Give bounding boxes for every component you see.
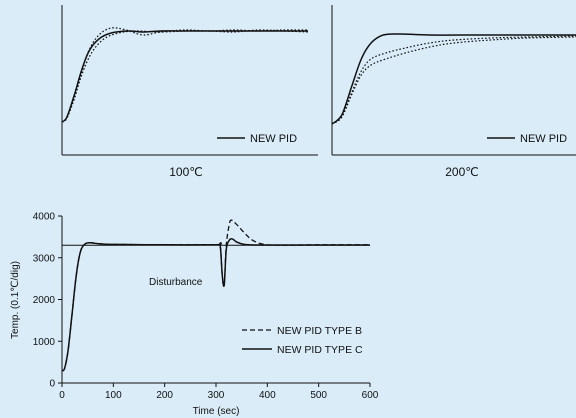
y-tick-label-2000: 2000 — [33, 295, 56, 306]
legend-type-c-label: NEW PID TYPE C — [277, 344, 363, 356]
x-tick-label-300: 300 — [208, 390, 225, 401]
panel-100c-series-2-line — [61, 27, 309, 123]
panel-100c: NEW PID 100℃ — [61, 5, 318, 179]
x-tick-label-0: 0 — [59, 390, 65, 401]
panel-disturbance-ticks: 0 100 200 300 400 500 600 0 1000 2000 3000 4000 — [33, 212, 379, 402]
panel-200c-plot — [331, 33, 576, 125]
panel-100c-series-1-line — [61, 30, 308, 123]
series-type-c-line — [61, 238, 370, 372]
panel-100c-plot — [61, 27, 309, 123]
panel-disturbance-ylabel: Temp. (0.1℃/dig) — [10, 261, 21, 339]
panel-100c-series-3-line — [61, 29, 309, 123]
panel-100c-caption: 100℃ — [169, 165, 203, 179]
y-tick-label-4000: 4000 — [33, 212, 56, 223]
panel-200c-series-1-line — [331, 33, 576, 125]
panel-200c-series-3-line — [331, 36, 576, 125]
x-tick-label-200: 200 — [156, 390, 173, 401]
annotation-disturbance: Disturbance — [149, 277, 203, 288]
y-tick-label-0: 0 — [49, 379, 55, 390]
panel-200c-caption: 200℃ — [445, 165, 479, 179]
panel-200c: NEW PID 200℃ — [331, 5, 576, 179]
y-tick-label-3000: 3000 — [33, 253, 56, 264]
y-tick-label-1000: 1000 — [33, 337, 56, 348]
x-tick-label-600: 600 — [362, 390, 379, 401]
x-tick-label-400: 400 — [259, 390, 276, 401]
x-tick-label-500: 500 — [310, 390, 327, 401]
panel-disturbance: 0 100 200 300 400 500 600 0 1000 2000 3000 4000 Tem… — [10, 212, 379, 418]
panel-100c-legend-label: NEW PID — [250, 133, 297, 145]
panel-200c-legend-label: NEW PID — [520, 133, 567, 145]
panel-disturbance-xlabel: Time (sec) — [193, 406, 240, 417]
panel-200c-series-2-line — [331, 35, 576, 125]
legend-type-b-label: NEW PID TYPE B — [277, 325, 362, 337]
x-tick-label-100: 100 — [105, 390, 122, 401]
panel-disturbance-plot — [61, 219, 371, 372]
